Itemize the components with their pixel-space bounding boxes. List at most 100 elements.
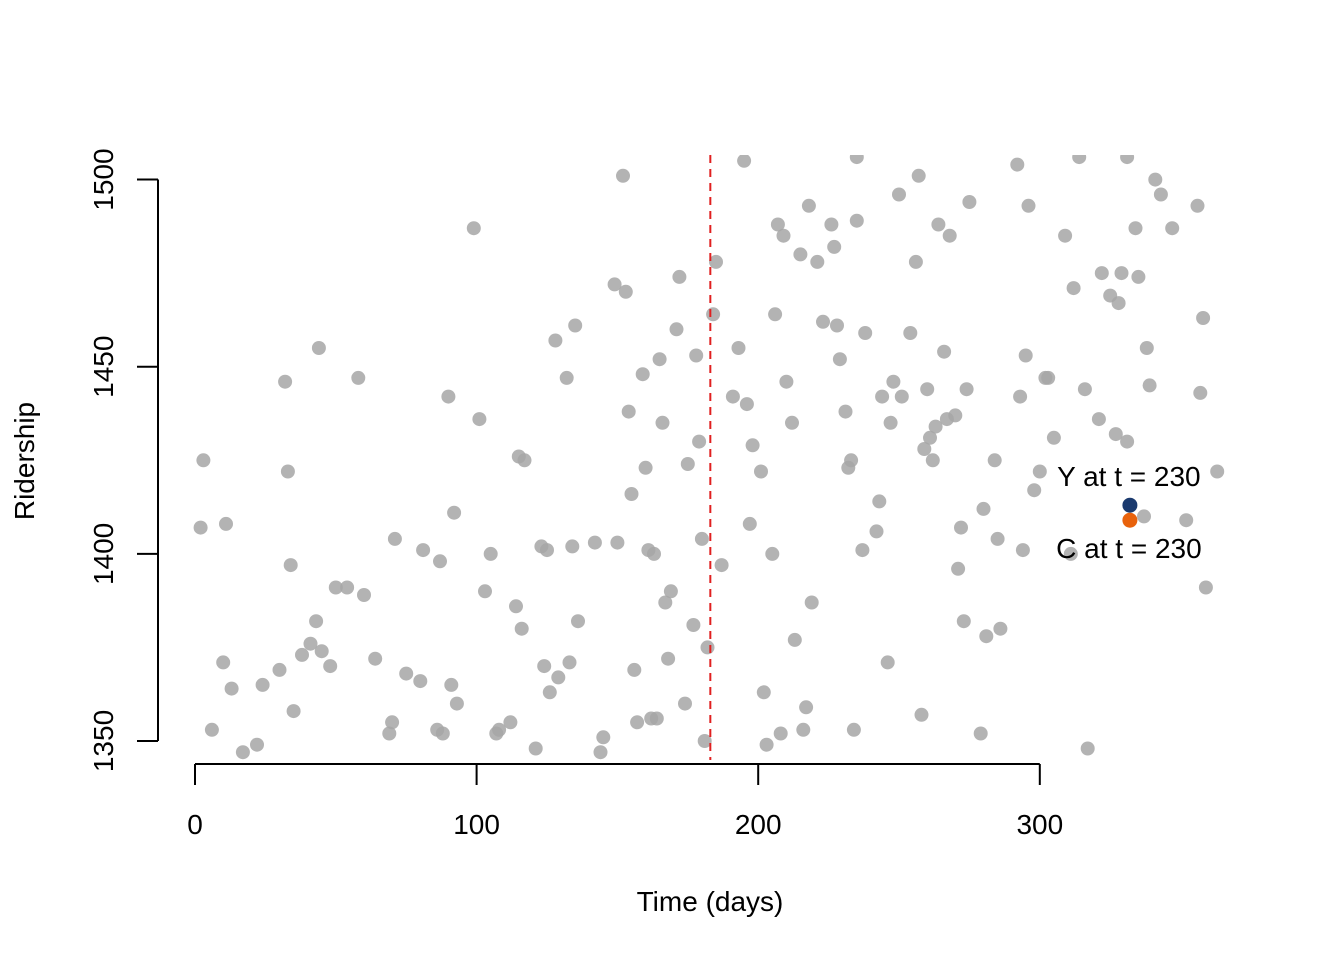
data-point (827, 239, 842, 254)
data-point (914, 707, 929, 722)
data-point (509, 599, 523, 614)
data-point (739, 397, 754, 412)
data-point (768, 307, 783, 322)
data-point (1198, 580, 1213, 595)
data-point (892, 187, 906, 202)
data-point (1032, 464, 1047, 479)
data-point (559, 370, 574, 385)
data-point (621, 404, 636, 419)
data-point (1190, 198, 1205, 213)
data-point (235, 745, 250, 760)
data-point (514, 621, 529, 636)
data-point (351, 370, 366, 385)
y-tick-label: 1450 (88, 336, 119, 398)
x-axis-title: Time (days) (637, 886, 784, 917)
data-point (568, 318, 583, 333)
data-point (770, 217, 785, 232)
data-point (1018, 348, 1033, 363)
data-point (638, 460, 653, 475)
axes: Y at t = 230 C at t = 230 0 100 200 300 1350 14… (88, 148, 1202, 840)
data-point (844, 453, 859, 468)
data-point (1142, 378, 1157, 393)
data-point (219, 516, 233, 531)
data-point (787, 632, 802, 647)
data-point (785, 415, 799, 430)
data-point (824, 217, 839, 232)
data-point (697, 734, 712, 748)
data-point (1013, 389, 1028, 404)
data-point (799, 700, 814, 715)
data-point (607, 277, 622, 292)
data-point (624, 487, 639, 501)
data-point (1066, 281, 1081, 296)
data-point (869, 524, 884, 539)
data-point (649, 711, 664, 726)
data-point (528, 741, 543, 756)
data-point (801, 198, 816, 213)
data-point (680, 457, 695, 471)
data-point (948, 408, 963, 423)
data-point (663, 584, 678, 599)
data-point (661, 651, 676, 666)
data-point (1120, 155, 1135, 165)
data-point (928, 419, 943, 434)
data-point (776, 228, 791, 243)
data-point (692, 434, 707, 449)
data-point (413, 674, 428, 689)
data-point (1108, 427, 1123, 442)
data-point (466, 221, 481, 236)
data-point (216, 655, 231, 670)
data-point (925, 453, 940, 468)
data-point (357, 588, 371, 602)
data-point (911, 168, 926, 183)
data-point (1153, 187, 1168, 202)
data-point (779, 374, 794, 389)
data-point (449, 696, 464, 711)
data-point (616, 168, 630, 183)
data-point (537, 659, 552, 674)
data-point (810, 254, 825, 269)
data-point (655, 415, 670, 430)
data-point (669, 322, 684, 337)
y-tick-label: 1500 (88, 148, 119, 210)
data-point (793, 247, 808, 262)
data-point (517, 453, 532, 468)
data-point (1120, 434, 1135, 449)
data-point (979, 629, 994, 644)
data-point (942, 228, 957, 243)
data-point (700, 640, 715, 655)
data-point (773, 726, 788, 741)
data-point (931, 217, 946, 232)
data-point (551, 670, 566, 685)
data-point (433, 554, 447, 569)
y-axis-title: Ridership (9, 402, 40, 520)
data-point (658, 595, 673, 610)
data-point (951, 561, 966, 576)
data-point (280, 464, 295, 479)
data-point (1128, 221, 1143, 236)
data-point (1046, 430, 1061, 445)
data-point (973, 726, 988, 741)
data-point (224, 681, 239, 696)
data-point (993, 621, 1008, 636)
data-point (565, 539, 580, 554)
data-point (652, 352, 667, 367)
data-point (976, 501, 991, 516)
data-point (368, 651, 383, 666)
data-point (1196, 311, 1211, 325)
data-point (1058, 228, 1073, 243)
data-point (314, 644, 329, 659)
data-point (542, 685, 557, 700)
y-tick-label: 1350 (88, 710, 119, 772)
data-point (385, 715, 400, 730)
data-point (399, 666, 414, 681)
data-point (548, 333, 563, 348)
data-point (1015, 543, 1030, 558)
data-point (937, 344, 952, 359)
data-point (447, 505, 462, 520)
data-point (846, 722, 861, 737)
data-point (571, 614, 585, 629)
data-point (562, 655, 577, 670)
data-point (962, 195, 977, 209)
